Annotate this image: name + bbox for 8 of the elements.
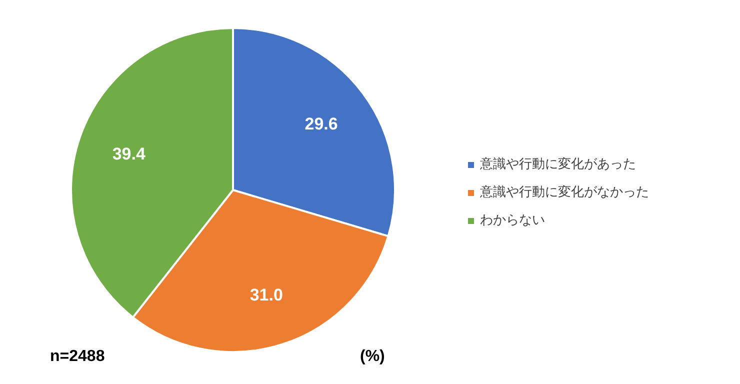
text: n=2488 [50, 348, 105, 366]
data-label: 39.4 [112, 144, 146, 164]
data-label: 29.6 [304, 114, 338, 134]
text: (%) [360, 348, 385, 366]
legend-label: 意識や行動に変化がなかった [480, 184, 649, 202]
data-label: 31.0 [250, 285, 283, 304]
legend-label: 意識や行動に変化があった [480, 156, 636, 174]
legend-label: わからない [480, 212, 545, 230]
